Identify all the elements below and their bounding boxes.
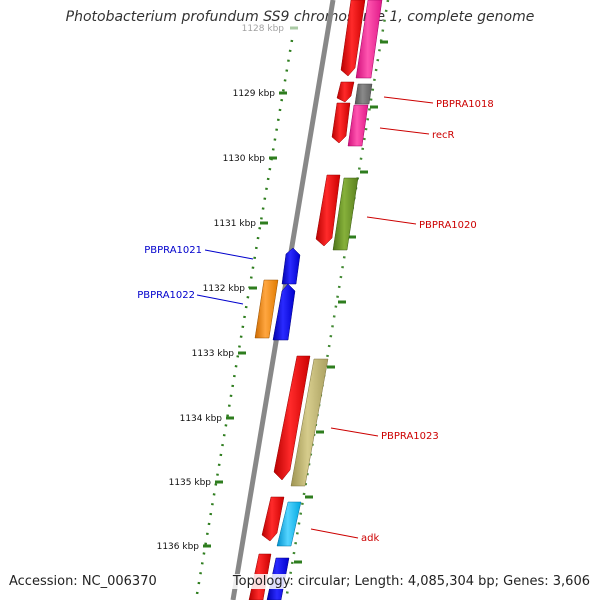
tick-label: 1132 kbp [203, 284, 246, 294]
track-line-right [284, 0, 390, 600]
cds-feature[interactable] [273, 355, 311, 481]
gene-feature[interactable] [276, 501, 302, 547]
tick-label: 1136 kbp [157, 542, 200, 552]
gene-label-adk[interactable]: adk [361, 533, 379, 544]
tick-label: 1129 kbp [233, 89, 276, 99]
cds-feature[interactable] [331, 102, 351, 144]
tick-label: 1131 kbp [214, 219, 257, 229]
leader-line [204, 249, 254, 260]
leader-lines [196, 96, 434, 539]
tick-label: 1128 kbp [242, 24, 285, 34]
ruler-ticks [203, 26, 298, 548]
cds-feature[interactable] [261, 496, 285, 542]
leader-line [366, 216, 417, 225]
track-ticks-right [294, 40, 388, 564]
gene-label-pbpra1022[interactable]: PBPRA1022 [137, 290, 195, 301]
leader-line [310, 528, 359, 539]
leader-line [383, 96, 434, 104]
cds-feature[interactable] [336, 81, 355, 103]
accession-text: Accession: NC_006370 [7, 574, 159, 589]
tick-label: 1134 kbp [180, 414, 223, 424]
gene-feature[interactable] [254, 279, 279, 339]
gene-label-pbpra1020[interactable]: PBPRA1020 [419, 220, 477, 231]
gene-feature[interactable] [290, 358, 329, 487]
tick-label: 1130 kbp [223, 154, 266, 164]
gene-label-recr[interactable]: recR [432, 130, 455, 141]
gene-feature[interactable] [355, 0, 383, 79]
leader-line [330, 427, 379, 437]
tick-label: 1135 kbp [169, 478, 212, 488]
gene-feature[interactable] [332, 177, 359, 251]
topology-text: Topology: circular; Length: 4,085,304 bp… [230, 574, 592, 589]
gene-feature[interactable] [354, 83, 373, 105]
gene-feature[interactable] [347, 104, 369, 147]
leader-line [196, 294, 244, 305]
gene-label-pbpra1023[interactable]: PBPRA1023 [381, 431, 439, 442]
cds-feature[interactable] [272, 283, 296, 341]
gene-label-pbpra1018[interactable]: PBPRA1018 [436, 99, 494, 110]
cds-feature[interactable] [281, 247, 301, 285]
cds-feature[interactable] [315, 174, 341, 247]
cds-feature[interactable] [340, 0, 366, 77]
tick-label: 1133 kbp [192, 349, 235, 359]
map-title: Photobacterium profundum SS9 chromosome … [65, 9, 535, 25]
gene-label-pbpra1021[interactable]: PBPRA1021 [144, 245, 202, 256]
leader-line [379, 127, 430, 135]
